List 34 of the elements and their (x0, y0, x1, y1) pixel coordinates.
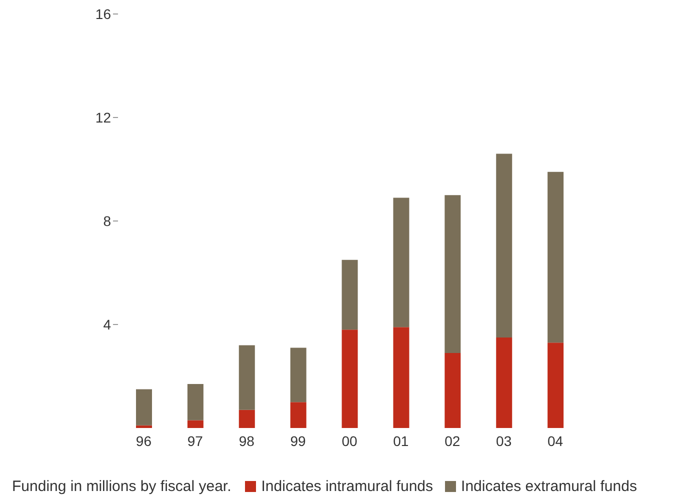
legend-label: Indicates intramural funds (260, 478, 434, 495)
bar (187, 384, 204, 420)
y-tick-label: 4 (103, 316, 112, 332)
bar (393, 327, 410, 428)
x-tick-label: 99 (290, 432, 306, 449)
bar (342, 330, 358, 428)
bar (238, 410, 255, 428)
x-tick-label: 04 (547, 432, 564, 449)
bar (548, 172, 564, 343)
x-tick-label: 02 (444, 432, 460, 449)
bar (136, 425, 152, 428)
y-tick-label: 12 (95, 109, 112, 126)
text: Funding in millions by fiscal year. (12, 478, 232, 495)
bar (444, 352, 461, 428)
bar (238, 345, 255, 410)
bar (444, 195, 461, 353)
legend-label: Indicates extramural funds (460, 478, 637, 495)
x-tick-label: 03 (496, 432, 512, 449)
bar (187, 420, 204, 428)
x-tick-label: 98 (238, 432, 255, 449)
bar (496, 154, 512, 338)
bar (393, 198, 410, 328)
bar (136, 389, 152, 426)
bar (290, 402, 306, 428)
bar (290, 348, 306, 402)
x-tick-label: 00 (342, 432, 358, 449)
x-tick-label: 01 (393, 432, 409, 449)
bar (342, 260, 358, 330)
bar (496, 337, 512, 428)
x-tick-label: 96 (136, 432, 152, 449)
y-tick-label: 16 (95, 6, 112, 22)
y-tick-label: 8 (103, 212, 112, 229)
bar (548, 342, 564, 428)
x-tick-label: 97 (187, 432, 204, 449)
